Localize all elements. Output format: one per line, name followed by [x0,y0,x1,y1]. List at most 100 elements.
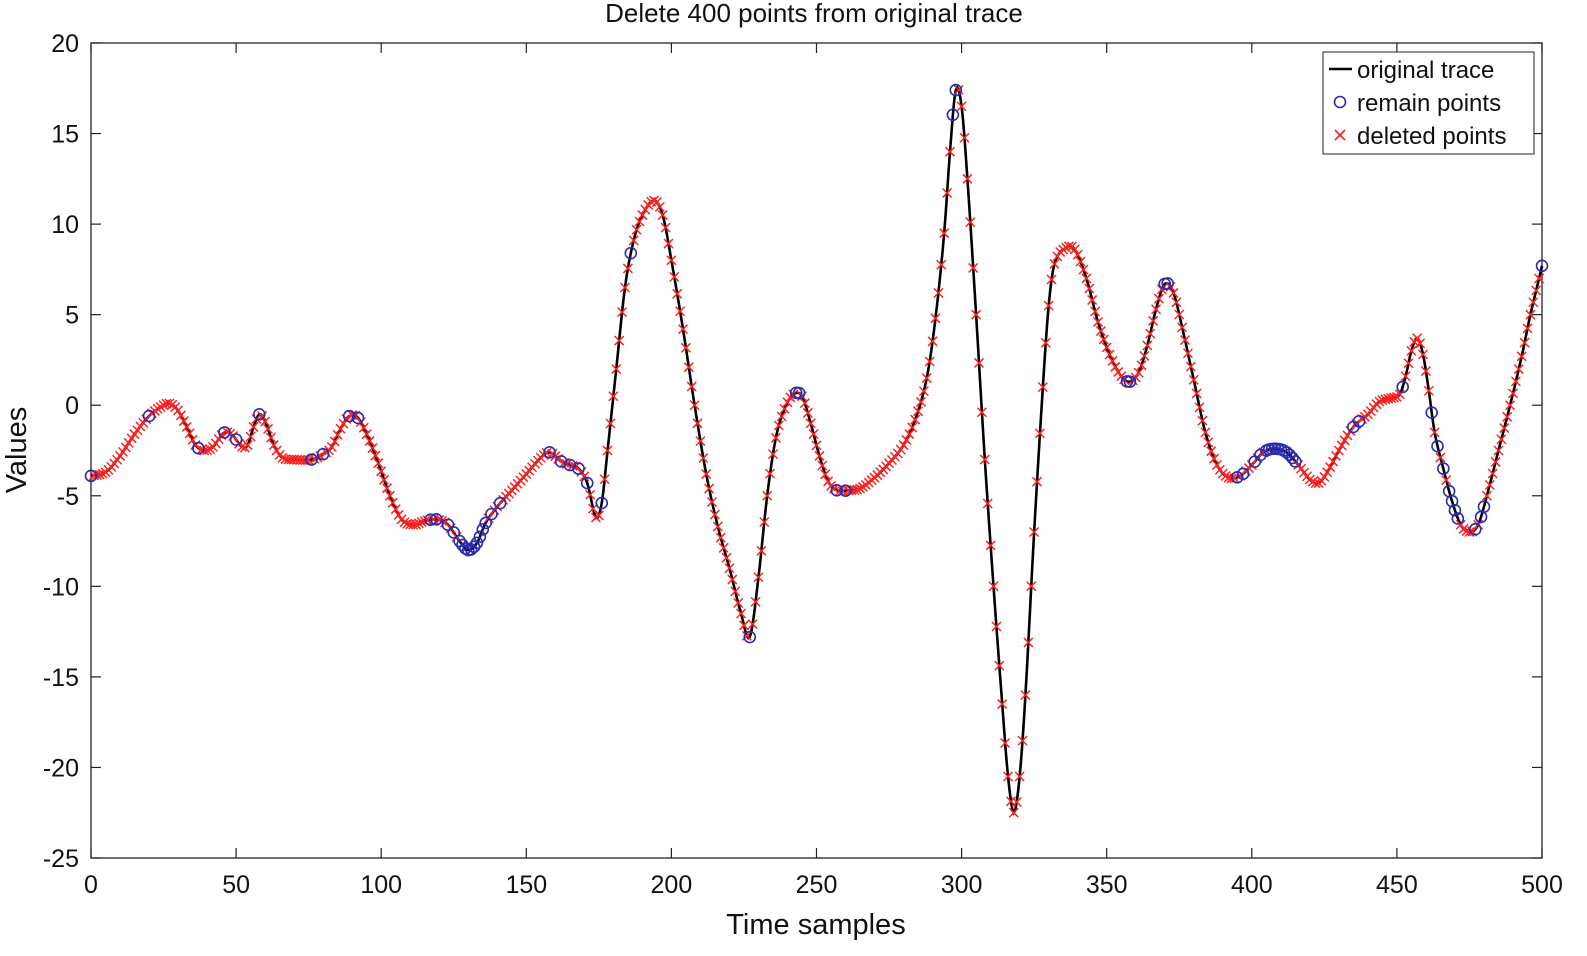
deleted-point [721,552,732,563]
deleted-point [1481,490,1492,501]
x-tick-label: 150 [505,871,547,899]
deleted-point [808,429,819,440]
deleted-point [326,441,337,452]
deleted-point [175,410,186,421]
deleted-point [1072,249,1083,260]
remain-point [1352,414,1366,428]
remain-point [595,496,609,510]
x-tick-label: 250 [796,871,838,899]
deleted-point [248,421,259,432]
deleted-point [924,356,935,367]
deleted-point [1388,392,1400,403]
deleted-point [370,450,381,461]
deleted-point [599,474,610,485]
deleted-point [727,574,738,585]
deleted-point [367,443,378,454]
deleted-point [1037,382,1048,393]
deleted-point [904,429,915,440]
deleted-point [1014,771,1025,782]
deleted-point [1104,349,1115,360]
deleted-point [268,440,279,451]
deleted-point [1020,689,1031,701]
deleted-point [1211,459,1223,471]
deleted-point [956,101,967,112]
deleted-point [683,362,694,373]
deleted-point [663,238,674,249]
deleted-point [1531,285,1542,296]
deleted-point [991,621,1002,632]
deleted-point [698,453,709,464]
remain-point [192,441,205,455]
deleted-point [329,436,340,447]
deleted-point [930,313,941,324]
deleted-point [1107,355,1118,367]
deleted-point [701,469,712,480]
deleted-point [776,411,787,422]
deleted-point [1090,306,1101,317]
legend: original trace remain points deleted poi… [1322,51,1535,155]
deleted-point [817,460,828,471]
deleted-point [1040,337,1051,348]
x-axis-label: Time samples [726,909,905,941]
deleted-point [1148,315,1159,326]
deleted-point [773,420,784,431]
deleted-point [1133,367,1144,378]
deleted-point [622,263,633,274]
deleted-point [585,489,596,500]
deleted-point [651,197,662,208]
deleted-point [1029,526,1040,538]
deleted-point [1339,435,1350,446]
remain-point [351,411,365,425]
deleted-point [1034,428,1045,439]
y-tick-label: 0 [65,392,79,420]
deleted-point [173,405,184,416]
deleted-point [1423,385,1434,396]
deleted-point [660,222,671,233]
deleted-point [1516,351,1527,362]
y-tick-label: -10 [43,573,79,601]
deleted-point [1403,358,1414,369]
remain-point [424,513,437,526]
remain-point [142,409,156,423]
deleted-point [1177,322,1188,333]
deleted-point [985,540,996,551]
deleted-point [677,324,689,335]
deleted-point [387,497,398,508]
deleted-point [399,517,410,528]
deleted-point [1496,434,1507,445]
deleted-point [242,440,253,451]
deleted-point [1406,345,1417,356]
deleted-point [1435,452,1446,463]
deleted-point [724,563,735,574]
deleted-point [634,216,645,227]
legend-cross-icon [1334,129,1346,141]
deleted-point [1429,427,1440,438]
deleted-point [765,468,776,479]
deleted-point [965,217,976,228]
remain-point [342,409,356,423]
deleted-point [982,498,993,509]
x-tick-label: 50 [222,871,250,899]
deleted-point [1330,450,1341,461]
deleted-point [762,490,773,501]
deleted-point [1441,475,1452,486]
deleted-point [335,423,346,434]
deleted-point [712,521,723,532]
deleted-point [120,442,131,453]
x-tick-label: 400 [1231,871,1273,899]
deleted-point [1032,476,1043,487]
x-tick-label: 450 [1376,871,1418,899]
deleted-point [689,400,700,411]
deleted-point [1182,348,1193,359]
deleted-point [968,262,979,273]
deleted-point [1307,476,1318,487]
deleted-point [332,429,343,440]
deleted-point [1145,328,1156,339]
deleted-point [820,469,831,480]
deleted-point [770,432,781,443]
deleted-point [1194,402,1205,413]
remain-point [1445,494,1459,508]
deleted-point [640,204,651,215]
chart-title: Delete 400 points from original trace [605,0,1023,28]
deleted-point [1101,342,1112,353]
